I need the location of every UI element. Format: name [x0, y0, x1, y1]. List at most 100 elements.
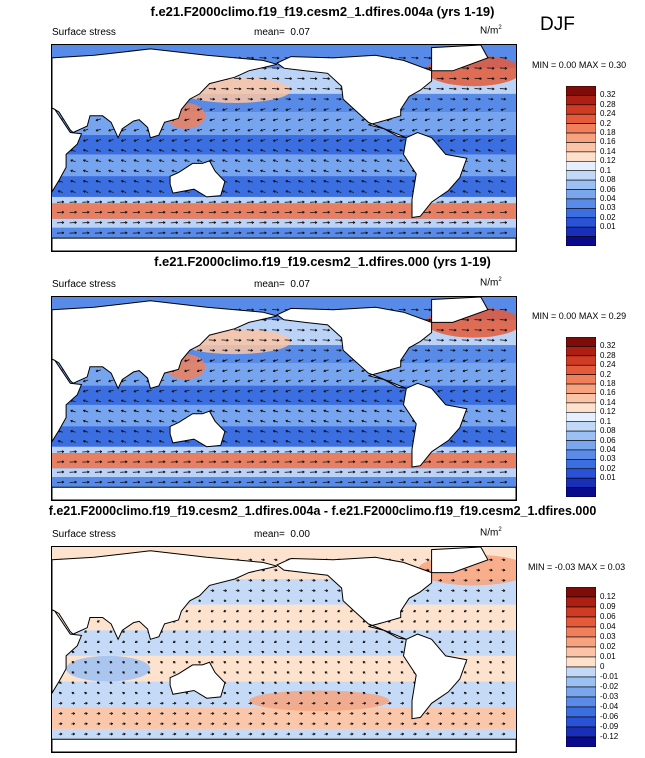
colorbar-swatch: [565, 104, 597, 115]
panel-2-title: f.e21.F2000climo.f19_f19.cesm2_1.dfires.…: [154, 254, 491, 269]
panel-1-title: f.e21.F2000climo.f19_f19.cesm2_1.dfires.…: [150, 4, 495, 19]
panel-1-map-svg: [52, 45, 516, 251]
colorbar-tick-label: 0.12: [600, 156, 616, 166]
landmass-africa: [52, 609, 83, 695]
stress-band: [52, 196, 516, 204]
colorbar-tick-label: 0.08: [600, 175, 616, 185]
colorbar-swatch: [565, 85, 597, 96]
colorbar-swatch: [565, 226, 597, 237]
colorbar-tick-label: 0.14: [600, 146, 616, 156]
colorbar-swatch: [565, 95, 597, 106]
stress-band: [52, 453, 516, 469]
colorbar-tick-label: 0.04: [600, 444, 616, 454]
panel-2-colorbar-labels: 0.32 0.28 0.24 0.2 0.18 0.16 0.14 0.12 0.1 0.08 0.…: [600, 337, 640, 497]
colorbar-tick-label: 0.24: [600, 360, 616, 370]
panel-2-min-value: 0.00: [558, 311, 577, 321]
panel-2-minmax: MIN = 0.00 MAX = 0.29: [532, 311, 626, 321]
colorbar-tick-label: 0.32: [600, 90, 616, 100]
stress-band: [52, 385, 516, 405]
colorbar-swatch: [565, 430, 597, 441]
panel-1-mean: mean= 0.07: [254, 27, 310, 38]
panel-1-max-label: MAX =: [578, 60, 607, 70]
panel-3-units: N/m2: [480, 527, 502, 538]
stress-band: [52, 218, 516, 228]
colorbar-tick-label: 0.16: [600, 388, 616, 398]
panel-3-colorbar: [565, 586, 597, 752]
colorbar-swatch: [565, 198, 597, 209]
panel-3-max-label: MAX =: [577, 562, 606, 572]
panel-1-units-text: N/m: [480, 25, 499, 37]
stress-band: [52, 468, 516, 478]
colorbar-swatch: [565, 487, 597, 498]
colorbar-swatch: [565, 217, 597, 228]
panel-1-max-value: 0.30: [608, 60, 627, 70]
panel-3-units-exp: 2: [498, 527, 502, 533]
colorbar-tick-label: 0.24: [600, 109, 616, 119]
colorbar-tick-label: 0.04: [600, 193, 616, 203]
panel-1-minmax: MIN = 0.00 MAX = 0.30: [532, 60, 626, 70]
stress-band: [52, 630, 516, 656]
colorbar-swatch: [565, 646, 597, 658]
panel-2-colorbar-svg: [565, 336, 597, 498]
season-label: DJF: [540, 14, 575, 35]
landmass-nAmerica: [276, 54, 433, 139]
colorbar-swatch: [565, 468, 597, 479]
colorbar-swatch: [565, 236, 597, 247]
landmass-sAmerica: [402, 633, 468, 720]
landmass-greenland: [431, 45, 489, 72]
colorbar-swatch: [565, 459, 597, 470]
stress-maximum: [66, 655, 151, 682]
landmass-africa: [52, 107, 83, 193]
panel-3-mean: mean= 0.00: [254, 529, 310, 540]
colorbar-swatch: [565, 616, 597, 628]
colorbar-swatch: [565, 440, 597, 451]
colorbar-tick-label: 0.03: [600, 454, 616, 464]
panel-2-map: [51, 296, 517, 501]
colorbar-tick-label: 0.32: [600, 341, 616, 351]
colorbar-swatch: [565, 383, 597, 394]
colorbar-swatch: [565, 686, 597, 698]
stress-band: [52, 203, 516, 219]
panel-2-map-svg: [52, 297, 516, 500]
panel-3-map: [51, 546, 517, 753]
colorbar-tick-label: -0.01: [600, 672, 619, 681]
landmass-sAmerica: [402, 382, 468, 468]
colorbar-swatch: [565, 656, 597, 668]
colorbar-tick-label: 0.2: [600, 118, 612, 128]
colorbar-tick-label: 0.08: [600, 426, 616, 436]
colorbar-tick-label: 0.06: [600, 435, 616, 445]
colorbar-tick-label: 0.09: [600, 602, 616, 611]
colorbar-tick-label: 0.02: [600, 463, 616, 473]
panel-2-max-value: 0.29: [608, 311, 627, 321]
landmass-antarctica: [52, 738, 516, 752]
colorbar-swatch: [565, 113, 597, 124]
colorbar-swatch: [565, 449, 597, 460]
stress-band: [52, 135, 516, 155]
landmass-australia: [169, 661, 226, 699]
colorbar-swatch: [565, 336, 597, 347]
colorbar-tick-label: -0.06: [600, 712, 619, 721]
colorbar-swatch: [565, 189, 597, 200]
panel-3-map-svg: [52, 547, 516, 752]
colorbar-tick-label: 0.1: [600, 165, 612, 175]
colorbar-swatch: [565, 393, 597, 404]
colorbar-swatch: [565, 170, 597, 181]
colorbar-swatch: [565, 142, 597, 153]
panel-3-max-value: 0.03: [607, 562, 626, 572]
panel-3-title: f.e21.F2000climo.f19_f19.cesm2_1.dfires.…: [48, 504, 597, 518]
colorbar-swatch: [565, 706, 597, 718]
colorbar-swatch: [565, 364, 597, 375]
colorbar-swatch: [565, 411, 597, 423]
colorbar-swatch: [565, 586, 597, 598]
colorbar-tick-label: -0.03: [600, 692, 619, 701]
colorbar-swatch: [565, 736, 597, 748]
colorbar-swatch: [565, 477, 597, 488]
colorbar-tick-label: 0.01: [600, 652, 616, 661]
colorbar-swatch: [565, 123, 597, 134]
colorbar-swatch: [565, 179, 597, 190]
colorbar-swatch: [565, 132, 597, 143]
landmass-sAmerica: [402, 131, 468, 219]
panel-3-minmax: MIN = -0.03 MAX = 0.03: [528, 562, 625, 572]
panel-3-mean-label: mean=: [254, 529, 285, 540]
colorbar-tick-label: 0.04: [600, 622, 616, 631]
